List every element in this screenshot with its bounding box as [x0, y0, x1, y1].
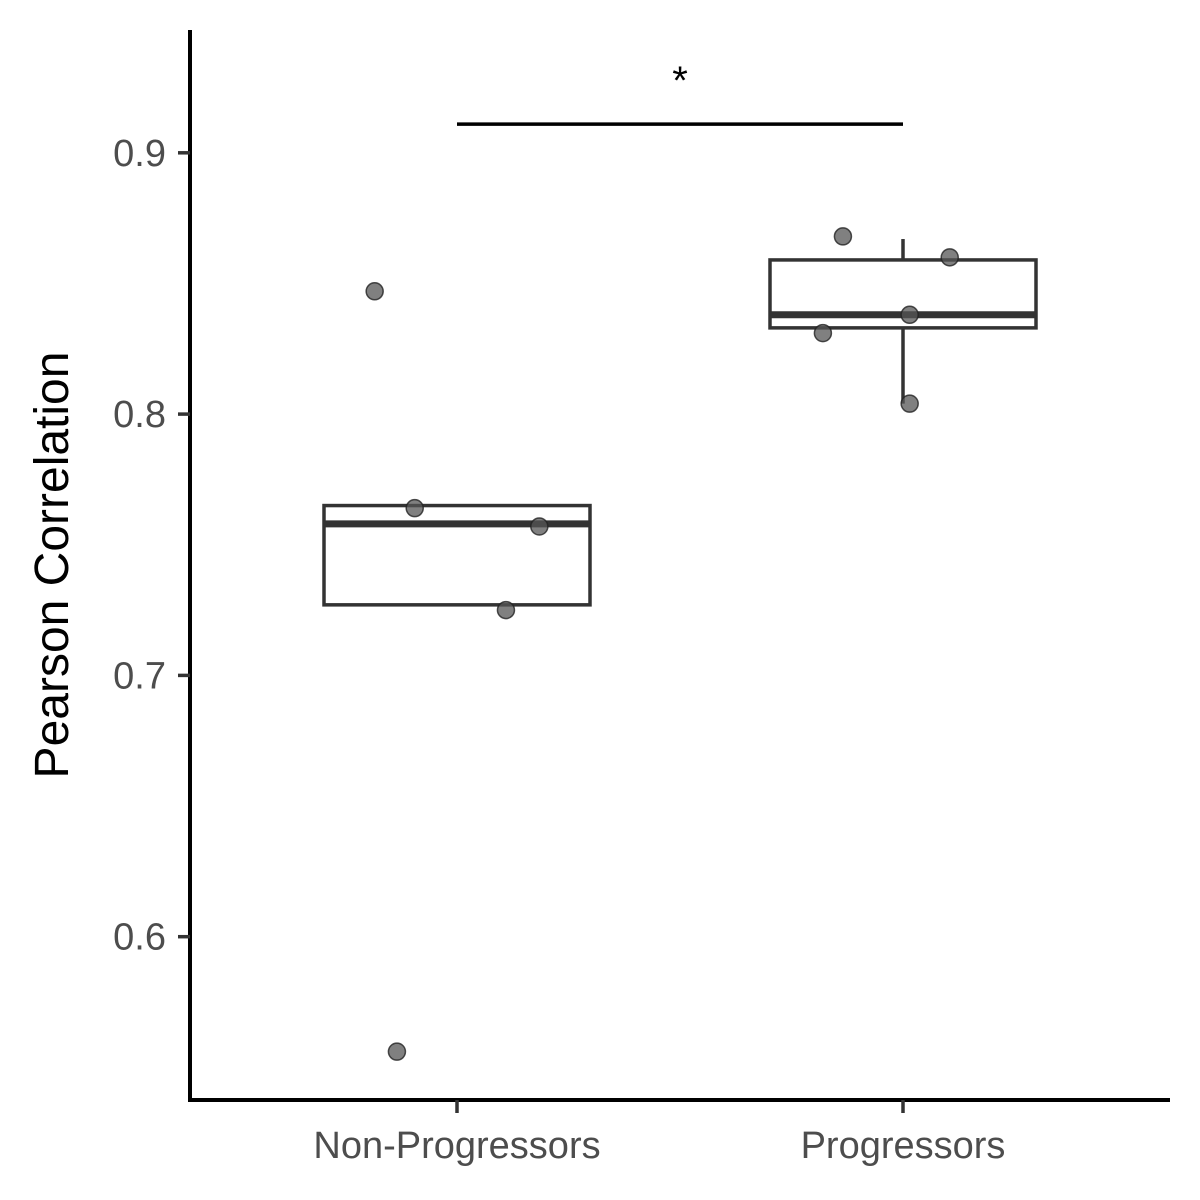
data-point-8 — [900, 305, 919, 325]
axes-layer: 0.6 0.7 0.8 0.9 Non-Progressors Progressors — [113, 30, 1170, 1167]
x-tick-label-non-progressors: Non-Progressors — [313, 1125, 600, 1167]
data-point-5 — [387, 1042, 407, 1061]
y-tick-label-0.6: 0.6 — [113, 917, 166, 959]
data-point-2 — [405, 498, 424, 518]
x-tick-label-progressors: Progressors — [801, 1125, 1006, 1167]
significance-label: * — [672, 59, 688, 103]
data-point-1 — [365, 282, 384, 301]
y-tick-label-0.8: 0.8 — [113, 394, 166, 436]
y-tick-label-0.9: 0.9 — [113, 133, 166, 175]
data-point-7 — [940, 248, 959, 267]
data-point-10 — [900, 394, 919, 413]
data-point-4 — [496, 600, 516, 620]
y-tick-label-0.7: 0.7 — [113, 655, 166, 697]
y-axis-title: Pearson Correlation — [26, 352, 79, 779]
points-layer — [365, 227, 959, 1061]
data-point-6 — [833, 227, 853, 246]
data-point-9 — [813, 323, 833, 343]
significance-layer: * — [457, 59, 903, 126]
data-point-3 — [530, 517, 549, 536]
boxes-layer — [322, 239, 1038, 607]
